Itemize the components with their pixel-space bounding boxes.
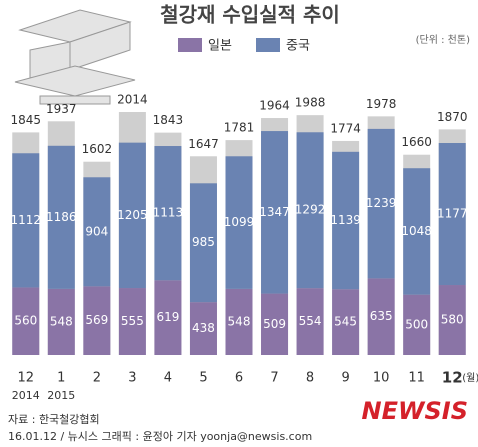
value-label: 1205 [117,208,148,222]
bar-segment [47,145,75,289]
bar-segment [438,143,466,286]
total-label: 1845 [10,113,41,127]
value-label: 1239 [366,196,397,210]
bar-segment [332,289,360,355]
x-tick-label: 6 [235,371,243,386]
total-label: 1660 [401,135,432,149]
value-label: 619 [156,310,179,324]
value-label: 635 [370,309,393,323]
value-label: 438 [192,321,215,335]
total-label: 1774 [330,121,361,135]
total-label: 1937 [46,102,77,116]
bar-segment [261,293,289,355]
total-label: 1843 [153,113,184,127]
value-label: 1177 [437,207,468,221]
unit-note: (단위 : 천톤) [416,33,470,46]
value-label: 1292 [295,203,326,217]
total-label: 2014 [117,93,148,107]
legend-swatch [256,38,280,52]
year-label: 2015 [47,389,75,402]
x-tick-label: 11 [408,371,425,386]
bar-segment [189,302,217,355]
x-tick-label: 7 [270,371,278,386]
value-label: 545 [334,315,357,329]
value-label: 555 [121,314,144,328]
x-tick-label: 12 [17,371,34,386]
bar-segment [403,294,431,355]
total-label: 1988 [295,96,326,110]
x-tick-label: 2 [93,371,101,386]
total-label: 1964 [259,99,290,113]
total-label: 1647 [188,137,219,151]
chart-title: 철강재 수입실적 추이 [160,3,340,27]
bar-segment [296,132,324,289]
bar-segment [47,288,75,355]
value-label: 548 [50,314,73,328]
value-label: 1113 [153,206,184,220]
year-label: 2014 [12,389,40,402]
value-label: 1048 [401,224,432,238]
legend-swatch [178,38,202,52]
bar-segment [12,287,40,355]
total-label: 1870 [437,110,468,124]
value-label: 1099 [224,215,255,229]
credit: 16.01.12 / 뉴시스 그래픽 : 윤정아 기자 yoonja@newsi… [8,430,312,443]
total-label: 1602 [82,142,113,156]
value-label: 1347 [259,205,290,219]
value-label: 580 [441,313,464,327]
bar-segment [189,183,217,303]
bar-segment [118,288,146,355]
bar-segment [296,288,324,355]
bar-segment [332,151,360,290]
x-tick-label: 4 [164,371,172,386]
bar-segment [154,146,182,281]
x-tick-label: 9 [341,371,349,386]
bar-segment [225,288,253,355]
bar-segment [83,177,111,287]
value-label: 554 [299,314,322,328]
legend-label: 중국 [286,39,310,54]
bar-segment [83,286,111,355]
value-label: 985 [192,235,215,249]
source: 자료 : 한국철강협회 [8,413,100,426]
bar-segment [12,153,40,288]
bar-segment [403,168,431,295]
x-tick-label: 10 [373,371,390,386]
total-label: 1781 [224,121,255,135]
bar-segment [261,131,289,294]
bar-segment [225,156,253,289]
bar-segment [367,128,395,279]
value-label: 1139 [330,213,361,227]
value-label: 560 [14,314,37,328]
x-tick-label: 8 [306,371,314,386]
x-tick-label: 12 [442,369,463,387]
value-label: 509 [263,317,286,331]
x-tick-label: 1 [57,371,65,386]
value-label: 569 [85,313,108,327]
bar-segment [438,285,466,355]
total-label: 1978 [366,97,397,111]
bar-segment [367,278,395,355]
bar-segment [154,280,182,355]
value-label: 500 [405,317,428,331]
x-unit: (월) [462,372,478,384]
logo: NEWSIS [362,397,468,425]
x-tick-label: 3 [128,371,136,386]
value-label: 1186 [46,210,77,224]
steel-beams-icon [14,9,136,105]
value-label: 904 [85,224,108,238]
x-tick-label: 5 [199,371,207,386]
bar-segment [118,142,146,289]
value-label: 548 [228,314,251,328]
legend-label: 일본 [208,39,232,54]
value-label: 1112 [10,213,41,227]
